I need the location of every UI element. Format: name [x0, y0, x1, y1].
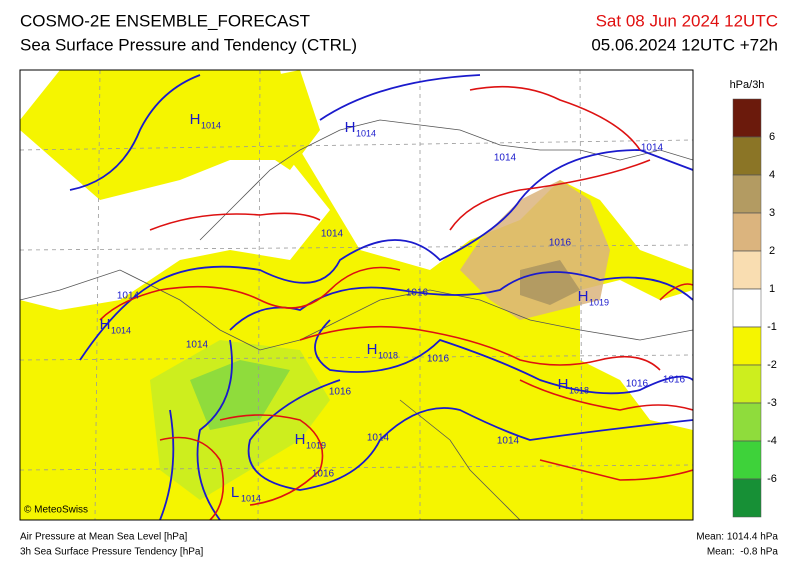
legend-swatch [732, 98, 762, 138]
isobar-label: 1014 [497, 436, 520, 447]
legend-swatch [732, 288, 762, 328]
isobar-label: 1016 [549, 238, 572, 249]
center-value: 1014 [201, 120, 221, 130]
center-symbol: H [345, 119, 356, 136]
yellow-area [250, 70, 320, 170]
legend-tick-label: 4 [769, 169, 775, 181]
run-time: 05.06.2024 12UTC +72h [591, 35, 778, 54]
legend-tick-label: 1 [769, 283, 775, 295]
isobar-label: 1014 [186, 340, 209, 351]
subtitle: Sea Surface Pressure and Tendency (CTRL) [20, 35, 357, 54]
legend-swatch [732, 364, 762, 404]
center-value: 1019 [589, 297, 609, 307]
legend-swatch [732, 174, 762, 214]
legend-swatch [732, 250, 762, 290]
legend-tick-label: 6 [769, 131, 775, 143]
isobar-label: 1016 [626, 379, 649, 390]
legend: hPa/3h 6 4 3 2 1 -1 -2 -3 -4 -6 [730, 79, 777, 518]
center-value: 1019 [306, 440, 326, 450]
legend-swatch [732, 402, 762, 442]
white-area [20, 70, 693, 310]
center-symbol: H [190, 111, 201, 128]
white-area [580, 280, 693, 430]
center-symbol: H [578, 288, 589, 305]
legend-tick-label: -4 [767, 435, 777, 447]
center-symbol: H [295, 431, 306, 448]
title: COSMO-2E ENSEMBLE_FORECAST [20, 11, 310, 30]
isobar-label: 1016 [663, 375, 686, 386]
legend-tick-label: -2 [767, 359, 777, 371]
footer-text: Mean: 1014.4 hPa [696, 532, 778, 543]
center-value: 1018 [378, 350, 398, 360]
legend-unit: hPa/3h [730, 79, 765, 91]
legend-swatch [732, 136, 762, 176]
isobar-label: 1014 [641, 143, 664, 154]
footer-text: Mean: -0.8 hPa [707, 547, 779, 558]
legend-tick-label: 2 [769, 245, 775, 257]
center-value: 1014 [356, 128, 376, 138]
footer-text: Air Pressure at Mean Sea Level [hPa] [20, 532, 188, 543]
legend-swatch [732, 478, 762, 518]
coastlines [20, 119, 693, 520]
center-symbol: H [100, 316, 111, 333]
legend-tick-label: -3 [767, 397, 777, 409]
legend-swatch [732, 326, 762, 366]
isobar-label: 1016 [329, 387, 352, 398]
blue-isobars [69, 74, 693, 520]
legend-tick-label: 3 [769, 207, 775, 219]
center-value: 1014 [111, 325, 131, 335]
isobar-label: 1014 [367, 433, 390, 444]
tan-area [520, 260, 580, 305]
center-symbol: H [558, 376, 569, 393]
isobar-label: 1016 [406, 288, 429, 299]
isobar-label: 1016 [312, 469, 335, 480]
legend-swatch [732, 440, 762, 480]
copyright: © MeteoSwiss [24, 505, 88, 516]
center-value: 1014 [241, 493, 261, 503]
legend-tick-label: -6 [767, 473, 777, 485]
isobar-label: 1016 [427, 354, 450, 365]
legend-swatch [732, 212, 762, 252]
red-isobars [99, 85, 693, 520]
isobar-label: 1014 [494, 153, 517, 164]
center-symbol: H [367, 341, 378, 358]
legend-tick-label: -1 [767, 321, 777, 333]
center-value: 1018 [569, 385, 589, 395]
map-frame [19, 69, 694, 521]
center-symbol: L [231, 484, 239, 501]
valid-time: Sat 08 Jun 2024 12UTC [596, 11, 778, 30]
footer-text: 3h Sea Surface Pressure Tendency [hPa] [20, 547, 203, 558]
isobar-label: 1014 [321, 229, 344, 240]
isobar-label: 1014 [117, 291, 140, 302]
green-area [190, 360, 290, 430]
